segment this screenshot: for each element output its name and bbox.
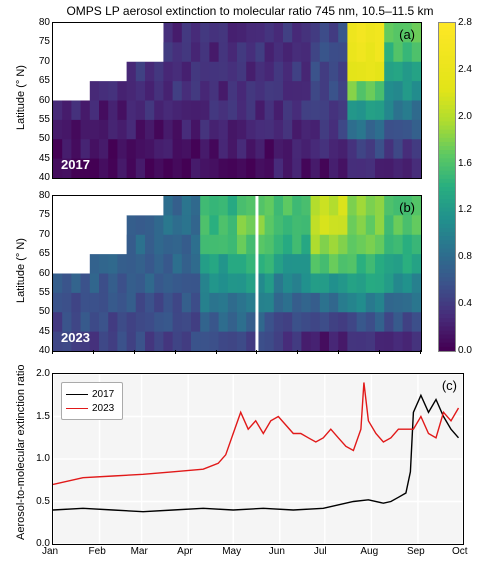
x-tick: Jan <box>42 546 58 557</box>
y-tick: 2.0 <box>30 368 50 379</box>
x-tick: Mar <box>131 546 148 557</box>
x-tick-mark <box>175 350 176 354</box>
panel-b-year: 2023 <box>61 330 90 345</box>
colorbar-tick: 2.0 <box>458 111 472 122</box>
x-tick-mark <box>93 350 94 354</box>
legend-swatch-2017 <box>66 394 88 395</box>
y-tick: 65 <box>34 75 50 86</box>
y-tick: 50 <box>34 306 50 317</box>
x-tick: Jul <box>314 546 327 557</box>
y-tick: 0.5 <box>30 496 50 507</box>
legend: 2017 2023 <box>61 382 123 420</box>
panel-c-label: (c) <box>442 378 457 393</box>
colorbar-tick: 0.8 <box>458 251 472 262</box>
colorbar-tick: 0.0 <box>458 345 472 356</box>
y-tick: 40 <box>34 172 50 183</box>
figure: OMPS LP aerosol extinction to molecular … <box>0 0 500 577</box>
figure-title: OMPS LP aerosol extinction to molecular … <box>0 4 500 18</box>
colorbar-tick: 2.4 <box>458 64 472 75</box>
x-tick: Sep <box>407 546 425 557</box>
x-tick: Feb <box>89 546 106 557</box>
y-tick: 75 <box>34 209 50 220</box>
x-tick-mark <box>256 350 257 354</box>
x-tick-mark <box>297 350 298 354</box>
ylabel-panel-b: Latitude (° N) <box>15 238 27 303</box>
colorbar-tick: 1.2 <box>458 204 472 215</box>
y-tick: 70 <box>34 56 50 67</box>
legend-swatch-2023 <box>66 408 88 409</box>
panel-a-label: (a) <box>399 27 415 42</box>
colorbar <box>438 22 456 352</box>
ylabel-panel-a: Latitude (° N) <box>15 65 27 130</box>
y-tick: 55 <box>34 287 50 298</box>
y-tick: 45 <box>34 326 50 337</box>
x-tick: Apr <box>177 546 193 557</box>
colorbar-tick: 2.8 <box>458 17 472 28</box>
y-tick: 40 <box>34 345 50 356</box>
y-tick: 80 <box>34 17 50 28</box>
x-tick-mark <box>420 350 421 354</box>
legend-item-2023: 2023 <box>66 401 114 415</box>
panel-a-year: 2017 <box>61 157 90 172</box>
x-tick-mark <box>216 350 217 354</box>
y-tick: 60 <box>34 268 50 279</box>
ylabel-panel-c: Aerosol-to-molecular extinction ratio <box>15 365 27 540</box>
y-tick: 50 <box>34 133 50 144</box>
x-tick: Oct <box>452 546 468 557</box>
heatmap-panel-b: (b) 2023 <box>52 195 422 352</box>
y-tick: 1.0 <box>30 453 50 464</box>
x-tick-mark <box>379 350 380 354</box>
y-tick: 75 <box>34 36 50 47</box>
panel-b-label: (b) <box>399 200 415 215</box>
y-tick: 70 <box>34 229 50 240</box>
y-tick: 60 <box>34 95 50 106</box>
y-tick: 55 <box>34 114 50 125</box>
colorbar-tick: 1.6 <box>458 158 472 169</box>
x-tick-mark <box>52 350 53 354</box>
line-panel-c: (c) 2017 2023 <box>52 373 464 545</box>
x-tick-mark <box>338 350 339 354</box>
y-tick: 80 <box>34 190 50 201</box>
x-tick-mark <box>134 350 135 354</box>
x-tick: Aug <box>360 546 378 557</box>
legend-item-2017: 2017 <box>66 387 114 401</box>
x-tick: May <box>222 546 241 557</box>
y-tick: 65 <box>34 248 50 259</box>
legend-label-2023: 2023 <box>92 403 114 414</box>
x-tick: Jun <box>269 546 285 557</box>
y-tick: 45 <box>34 153 50 164</box>
legend-label-2017: 2017 <box>92 389 114 400</box>
colorbar-tick: 0.4 <box>458 298 472 309</box>
y-tick: 1.5 <box>30 411 50 422</box>
heatmap-panel-a: (a) 2017 <box>52 22 422 179</box>
